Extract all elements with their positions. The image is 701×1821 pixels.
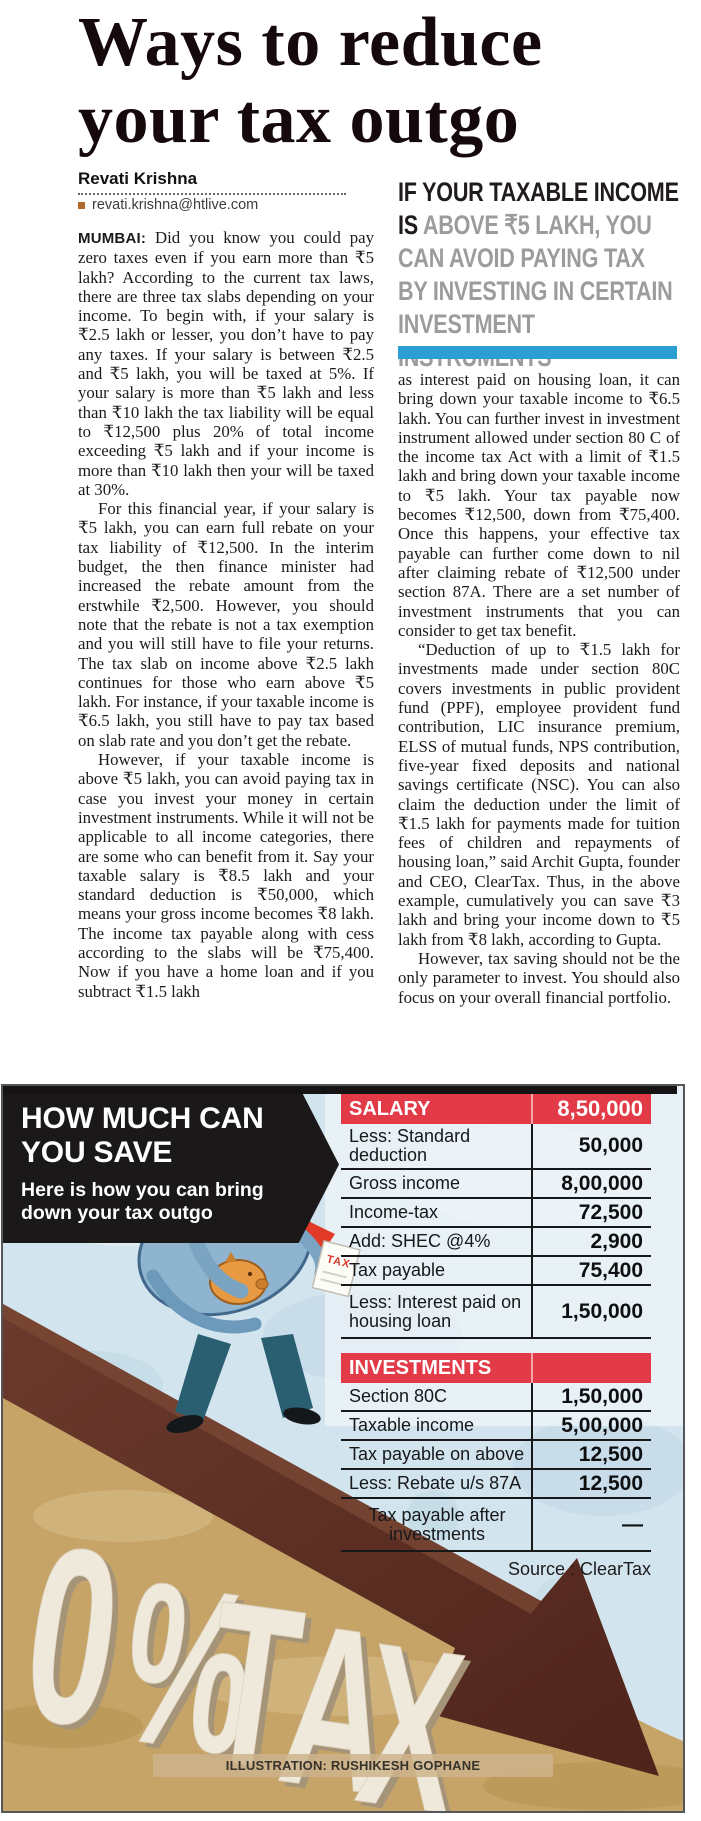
table-row: Tax payable on above 12,500 <box>341 1441 651 1470</box>
byline-email-row: revati.krishna@htlive.com <box>78 197 346 213</box>
table-row: Tax payable after investments — <box>341 1499 651 1552</box>
byline-author: Revati Krishna <box>78 169 346 195</box>
paragraph: For this financial year, if your salary … <box>78 499 374 750</box>
table-row: Taxable income 5,00,000 <box>341 1412 651 1441</box>
infographic-box: 0 % T A X 0 % T A X <box>1 1084 685 1813</box>
pull-quote-lead: IF YOUR TAXABLE INCOME IS <box>398 177 679 240</box>
salary-header-row: SALARY 8,50,000 <box>341 1094 651 1124</box>
table-row: Income-tax 72,500 <box>341 1199 651 1228</box>
graphic-title: HOW MUCH CAN YOU SAVE <box>21 1102 264 1169</box>
body-column-2: as interest paid on housing loan, it can… <box>398 370 680 1007</box>
bullet-icon <box>78 201 85 209</box>
graphic-subtitle: Here is how you can bring down your tax … <box>21 1179 264 1224</box>
investments-header-label: INVESTMENTS <box>341 1353 533 1383</box>
salary-header-label: SALARY <box>341 1094 533 1124</box>
table-row: Gross income 8,00,000 <box>341 1170 651 1199</box>
paragraph: However, tax saving should not be the on… <box>398 948 680 1007</box>
article-headline: Ways to reduce your tax outgo <box>78 4 543 158</box>
paper-tax-label: TAX <box>325 1253 351 1270</box>
table-gap <box>341 1339 651 1353</box>
investments-header-value <box>533 1353 651 1383</box>
source-credit: Source : ClearTax <box>507 1559 651 1579</box>
savings-table: SALARY 8,50,000 Less: Standard deduction… <box>341 1094 651 1580</box>
paragraph: “Deduction of up to ₹1.5 lakh for invest… <box>398 640 680 949</box>
salary-header-value: 8,50,000 <box>557 1096 643 1121</box>
table-row: Add: SHEC @4% 2,900 <box>341 1228 651 1257</box>
pull-quote: IF YOUR TAXABLE INCOME IS ABOVE ₹5 LAKH, … <box>398 176 701 372</box>
byline-email: revati.krishna@htlive.com <box>92 197 259 213</box>
pull-quote-rest: ABOVE ₹5 LAKH, YOU CAN AVOID PAYING TAX … <box>398 210 673 372</box>
dateline: MUMBAI: <box>78 230 147 247</box>
table-row: Less: Interest paid on housing loan 1,50… <box>341 1286 651 1339</box>
table-row: Tax payable 75,400 <box>341 1257 651 1286</box>
paragraph: MUMBAI: Did you know you could pay zero … <box>78 228 374 499</box>
graphic-title-box: HOW MUCH CAN YOU SAVE Here is how you ca… <box>3 1086 339 1243</box>
table-row: Less: Rebate u/s 87A 12,500 <box>341 1470 651 1499</box>
body-column-1: MUMBAI: Did you know you could pay zero … <box>78 228 374 1001</box>
table-row: Section 80C 1,50,000 <box>341 1383 651 1412</box>
paragraph: However, if your taxable income is above… <box>78 750 374 1001</box>
table-row: Less: Standard deduction 50,000 <box>341 1124 651 1170</box>
paragraph-text: Did you know you could pay zero taxes ev… <box>78 228 374 499</box>
illustration-credit: ILLUSTRATION: RUSHIKESH GOPHANE <box>153 1754 553 1777</box>
pull-quote-underline-bar <box>398 346 677 359</box>
ground-texture <box>3 1490 683 1810</box>
declining-arrow <box>3 1304 659 1776</box>
graphic-top-rule <box>3 1086 677 1094</box>
paragraph: as interest paid on housing loan, it can… <box>398 370 680 640</box>
investments-header-row: INVESTMENTS <box>341 1353 651 1383</box>
